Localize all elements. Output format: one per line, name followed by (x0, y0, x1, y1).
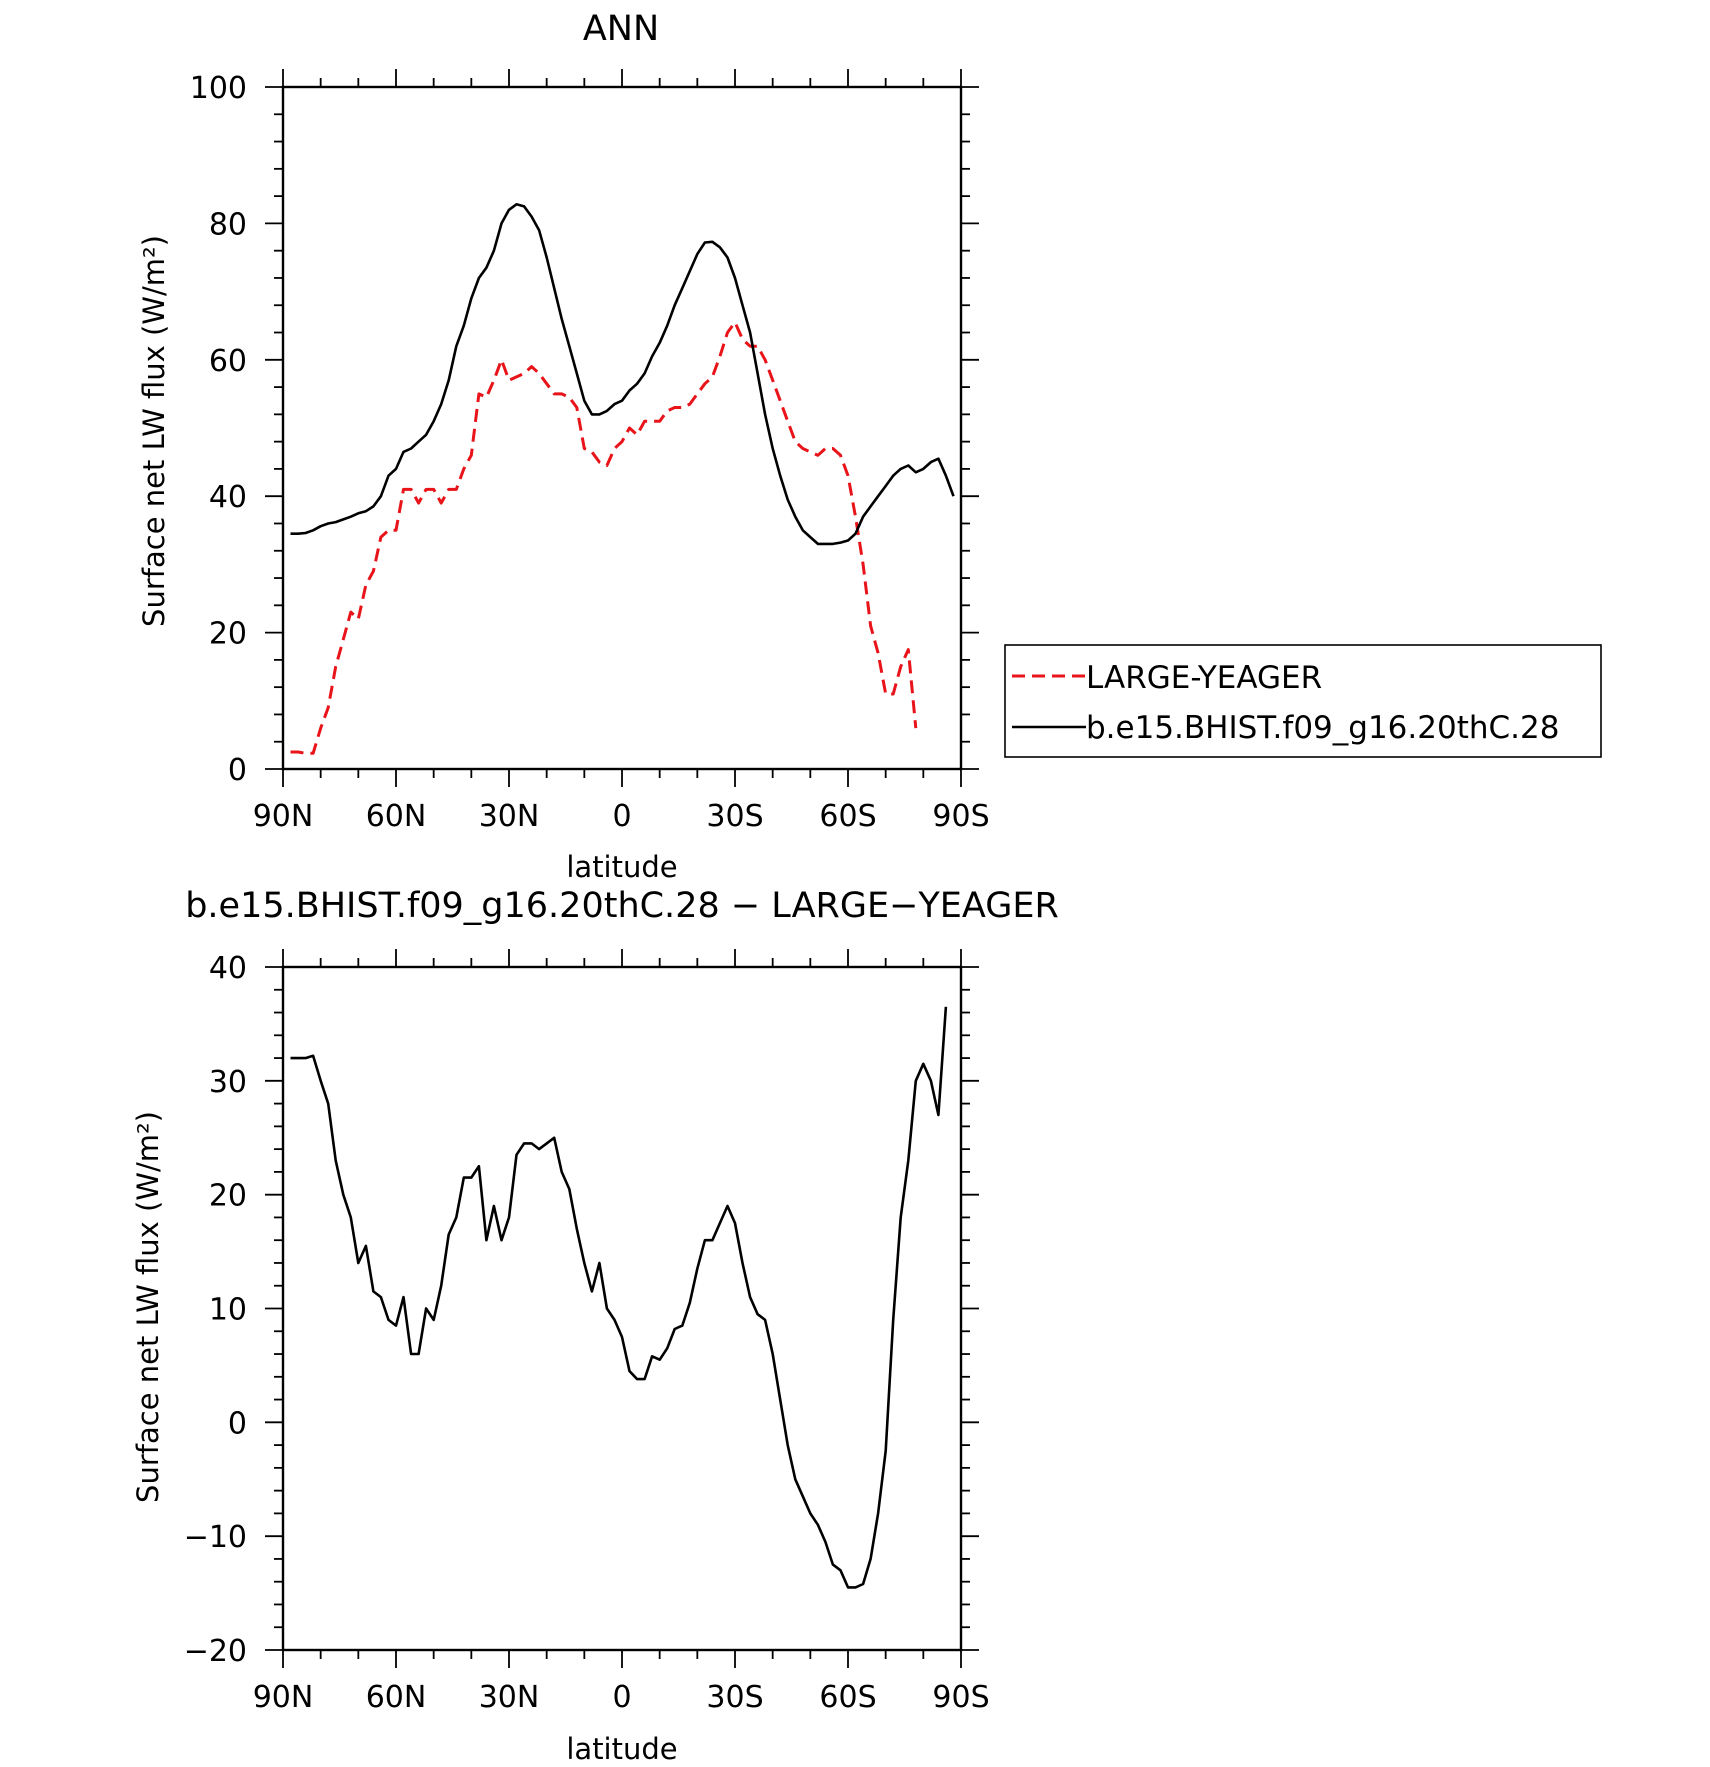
bottom-y-tick-label: 30 (209, 1065, 247, 1100)
top-series-line-0 (290, 320, 918, 755)
bottom-y-tick-label: 0 (228, 1406, 247, 1441)
top-y-axis-title: Surface net LW flux (W/m²) (137, 235, 171, 627)
bottom-y-axis-title: Surface net LW flux (W/m²) (131, 1111, 165, 1503)
top-y-tick-label: 100 (190, 71, 247, 106)
top-x-axis-title: latitude (566, 850, 677, 884)
legend-label-bhist: b.e15.BHIST.f09_g16.20thC.28 (1086, 710, 1559, 746)
bottom-y-tick-label: 40 (209, 951, 247, 986)
top-plot-frame (281, 85, 963, 771)
top-y-tick-label: 80 (209, 207, 247, 242)
bottom-y-tick-label: −20 (184, 1634, 247, 1669)
top-y-tick-label: 0 (228, 753, 247, 788)
top-axes: 0 20 40 60 80 100 90N 60N 30N 0 30S 60S 90S (190, 69, 990, 834)
top-x-tick-label: 60N (366, 799, 427, 834)
bottom-x-tick-label: 60S (819, 1680, 876, 1715)
top-x-tick-label: 30N (479, 799, 540, 834)
bottom-x-tick-label: 30S (706, 1680, 763, 1715)
top-panel: ANN Surface net LW flux (W/m²) latitude … (137, 9, 990, 884)
top-x-tick-label: 90N (253, 799, 314, 834)
bottom-x-tick-label: 90S (932, 1680, 989, 1715)
top-y-tick-label: 20 (209, 617, 247, 652)
bottom-x-tick-label: 30N (479, 1680, 540, 1715)
legend-box (1004, 644, 1602, 758)
bottom-plot-marks (290, 1006, 948, 1589)
bottom-y-tick-label: 10 (209, 1293, 247, 1328)
bottom-y-tick-label: −10 (184, 1520, 247, 1555)
top-y-tick-label: 60 (209, 344, 247, 379)
legend-label-large-yeager: LARGE-YEAGER (1086, 660, 1322, 696)
bottom-series-line-0 (290, 1006, 948, 1589)
top-series-line-1 (290, 203, 955, 546)
top-x-tick-label: 0 (612, 799, 631, 834)
top-x-tick-label: 90S (932, 799, 989, 834)
top-x-tick-label: 30S (706, 799, 763, 834)
bottom-y-tick-label: 20 (209, 1179, 247, 1214)
bottom-x-tick-label: 90N (253, 1680, 314, 1715)
bottom-x-tick-label: 0 (612, 1680, 631, 1715)
bottom-plot-title: b.e15.BHIST.f09_g16.20thC.28 − LARGE−YEA… (185, 886, 1059, 926)
bottom-x-tick-label: 60N (366, 1680, 427, 1715)
top-plot-title: ANN (583, 9, 659, 49)
bottom-panel: b.e15.BHIST.f09_g16.20thC.28 − LARGE−YEA… (131, 886, 1059, 1766)
bottom-x-axis-title: latitude (566, 1732, 677, 1766)
legend: LARGE-YEAGER b.e15.BHIST.f09_g16.20thC.2… (1004, 644, 1602, 758)
bottom-axes: −20 −10 0 10 20 30 40 90N 60N 30N 0 30S 60S 90S (184, 949, 990, 1715)
top-plot-marks (290, 203, 955, 755)
top-y-tick-label: 40 (209, 480, 247, 515)
top-x-tick-label: 60S (819, 799, 876, 834)
